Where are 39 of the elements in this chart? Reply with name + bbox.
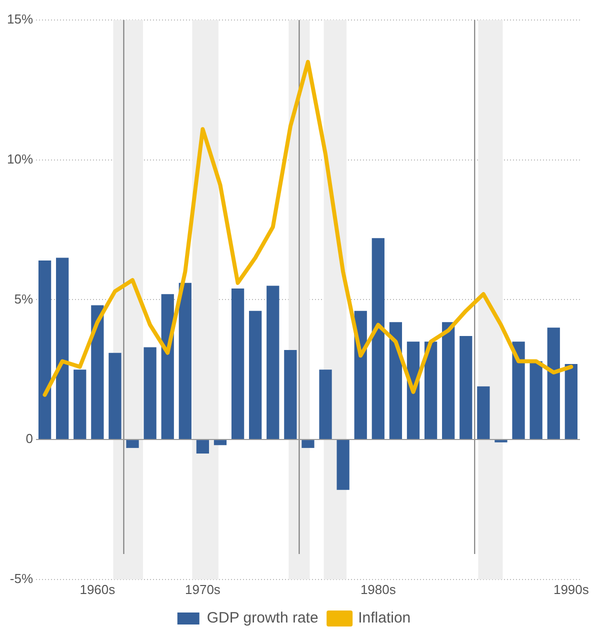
bar xyxy=(460,336,472,440)
x-tick-label: 1990s xyxy=(553,582,590,597)
bar xyxy=(266,286,280,440)
y-tick-label: -5% xyxy=(10,570,34,586)
bar xyxy=(144,347,156,440)
bar xyxy=(424,342,438,440)
bar xyxy=(38,260,52,440)
legend-label: GDP growth rate xyxy=(206,610,318,627)
bar xyxy=(74,370,86,440)
x-tick-label: 1980s xyxy=(360,582,396,597)
bar xyxy=(477,386,490,440)
bar xyxy=(108,352,122,440)
bar xyxy=(249,310,262,440)
legend-label: Inflation xyxy=(358,610,411,627)
bar xyxy=(319,370,332,440)
bar xyxy=(126,440,139,448)
bar xyxy=(231,288,244,440)
bar xyxy=(214,440,227,446)
bar xyxy=(161,294,174,440)
bar xyxy=(547,328,560,440)
x-tick-label: 1960s xyxy=(80,582,116,597)
bar xyxy=(389,322,402,440)
bar xyxy=(284,350,297,440)
bar xyxy=(564,364,578,440)
bar xyxy=(442,322,455,440)
bar xyxy=(56,258,69,440)
bar xyxy=(530,361,542,440)
bar xyxy=(302,440,314,448)
bar xyxy=(91,305,104,440)
bar xyxy=(512,342,525,440)
y-tick-label: 15% xyxy=(6,12,34,27)
x-tick-label: 1970s xyxy=(184,582,221,597)
bar xyxy=(372,238,384,440)
bar xyxy=(178,282,192,440)
bar xyxy=(196,440,210,454)
y-tick-label: 5% xyxy=(14,291,34,306)
y-tick-label: 10% xyxy=(6,151,34,166)
bar xyxy=(336,440,350,490)
y-tick-label: 0 xyxy=(26,431,34,446)
